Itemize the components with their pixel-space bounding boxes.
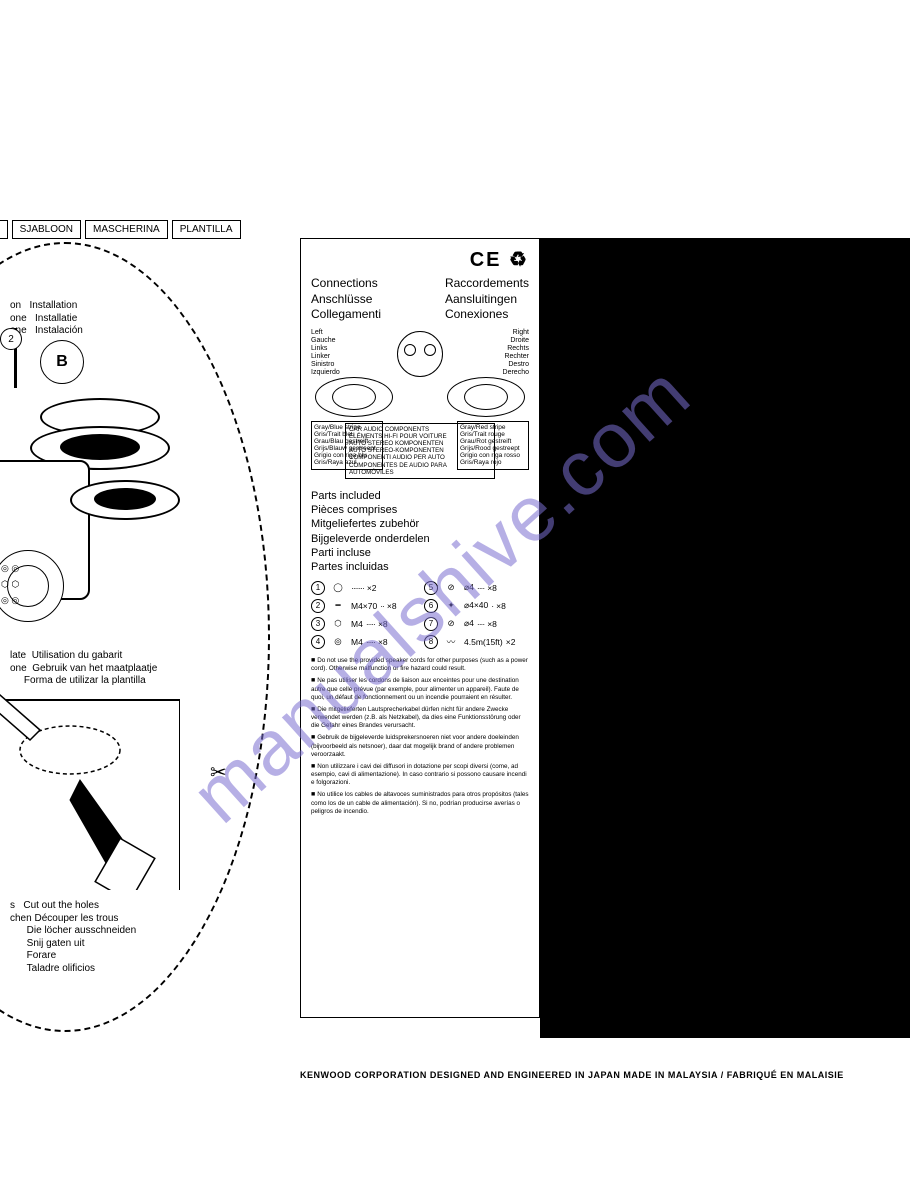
ce-mark: CE ♻ bbox=[311, 247, 529, 272]
connections-heading: Connections Anschlüsse Collegamenti Racc… bbox=[311, 276, 529, 323]
footer-text: KENWOOD CORPORATION DESIGNED AND ENGINEE… bbox=[300, 1070, 844, 1080]
washer-icon: ◎ ◎ bbox=[1, 563, 19, 574]
speaker-lower bbox=[70, 480, 180, 530]
head-unit-icon bbox=[397, 331, 443, 377]
warning-it: Non utilizzare i cavi dei diffusori in d… bbox=[311, 763, 529, 787]
parts-included-heading: Parts included Pièces comprises Mitgelie… bbox=[311, 489, 529, 575]
cutting-illustration bbox=[0, 690, 180, 890]
connections-panel: CE ♻ Connections Anschlüsse Collegamenti… bbox=[300, 238, 540, 1018]
parts-grid: 1◯·······×2 5⊘⌀4····×8 2━M4×70··×8 6✦⌀4×… bbox=[311, 581, 529, 649]
nut-icon: ⬡ ⬡ bbox=[1, 579, 19, 590]
warning-nl: Gebruik de bijgeleverde luidsprekersnoer… bbox=[311, 734, 529, 758]
warning-fr: Ne pas utiliser les cordons de liaison a… bbox=[311, 677, 529, 701]
part-4: 4◎M4·····×8 bbox=[311, 635, 416, 649]
tab-sjabloon: SJABLOON bbox=[12, 220, 81, 239]
right-speaker-icon bbox=[447, 377, 525, 417]
left-channel-labels: LeftGaucheLinks LinkerSinistroIzquierdo bbox=[311, 329, 340, 377]
callout-2: 2 bbox=[0, 328, 22, 350]
right-channel-labels: RightDroiteRechts RechterDestroDerecho bbox=[503, 329, 529, 377]
part-2: 2━M4×70··×8 bbox=[311, 599, 416, 613]
part-1: 1◯·······×2 bbox=[311, 581, 416, 595]
language-tabs: ONE SJABLOON MASCHERINA PLANTILLA bbox=[0, 220, 241, 239]
part-5: 5⊘⌀4····×8 bbox=[424, 581, 529, 595]
washer2-icon: ◎ ◎ bbox=[1, 595, 19, 606]
warning-es: No utilice los cables de altavoces sumin… bbox=[311, 791, 529, 815]
cut-holes-labels: s Cut out the holes chen Découper les tr… bbox=[10, 900, 136, 975]
warning-de: Die mitgelieferten Lautsprecherkabel dür… bbox=[311, 706, 529, 730]
part-3: 3⬡M4·····×8 bbox=[311, 617, 416, 631]
part-8: 8〰4.5m(15ft)×2 bbox=[424, 635, 529, 649]
part-6: 6✦⌀4×40·×8 bbox=[424, 599, 529, 613]
tab-plantilla: PLANTILLA bbox=[172, 220, 241, 239]
scissors-icon: ✂ bbox=[210, 760, 227, 785]
tab-mascherina: MASCHERINA bbox=[85, 220, 168, 239]
car-audio-box: CAR AUDIO COMPONENTSÉLÉMENTS HI-FI POUR … bbox=[345, 423, 495, 479]
callout-b: B bbox=[40, 340, 84, 384]
scan-shadow bbox=[540, 238, 910, 1038]
tab-one: ONE bbox=[0, 220, 8, 239]
template-region: ONE SJABLOON MASCHERINA PLANTILLA on Ins… bbox=[0, 220, 280, 1040]
wiring-diagram: LeftGaucheLinks LinkerSinistroIzquierdo … bbox=[311, 329, 529, 479]
left-speaker-icon bbox=[315, 377, 393, 417]
template-usage-labels: late Utilisation du gabarit one Gebruik … bbox=[10, 650, 157, 688]
installation-labels: on Installation one Installatie one Inst… bbox=[10, 300, 83, 338]
warning-en: Do not use the provided speaker cords fo… bbox=[311, 657, 529, 674]
part-7: 7⊘⌀4····×8 bbox=[424, 617, 529, 631]
warnings-block: Do not use the provided speaker cords fo… bbox=[311, 657, 529, 816]
document-page: ONE SJABLOON MASCHERINA PLANTILLA on Ins… bbox=[0, 220, 918, 1080]
